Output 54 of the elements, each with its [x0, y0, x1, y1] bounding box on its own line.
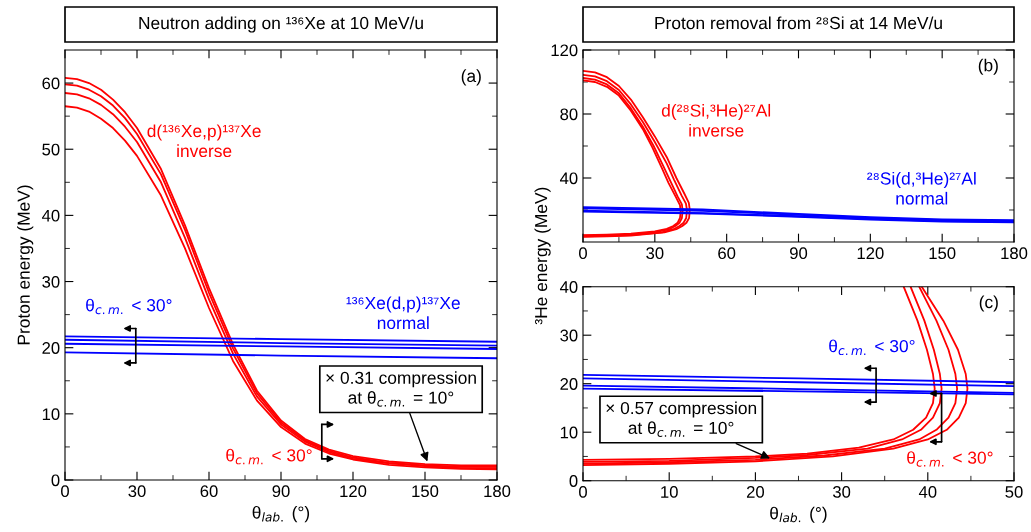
y-tick-label: 10 [42, 408, 60, 421]
x-tick-label: 0 [579, 486, 587, 498]
y-tick-label: 80 [560, 108, 578, 121]
x-axis-title: θ$_{lab.}$ (°) [252, 505, 310, 523]
chart-title: Proton removal from ²⁸Si at 14 MeV/u [655, 16, 942, 30]
x-tick-label: 10 [661, 486, 678, 498]
x-tick-label: 30 [128, 485, 146, 498]
x-tick-label: 40 [918, 486, 937, 498]
x-tick-label: 90 [272, 485, 290, 498]
annotation: (b) [978, 58, 998, 75]
series-label: d(²⁸Si,³He)²⁷Al inverse [661, 103, 771, 137]
annotation: θ$_{c.m.}$ < 30° [829, 339, 915, 356]
y-tick-label: 10 [560, 426, 578, 439]
x-tick-label: 50 [1005, 486, 1023, 498]
x-tick-label: 120 [857, 247, 884, 260]
y-tick-label: 0 [51, 474, 60, 487]
y-tick-label: 120 [551, 44, 578, 57]
y-tick-label: 20 [560, 378, 578, 390]
y-tick-label: 0 [569, 475, 578, 487]
x-axis-title: θ$_{lab.}$ (°) [770, 506, 827, 523]
y-tick-label: 50 [42, 143, 60, 156]
y-tick-label: 40 [559, 172, 578, 185]
y-axis-title: ³He energy (MeV) [534, 187, 551, 325]
y-tick-label: 60 [42, 77, 60, 90]
x-tick-label: 20 [746, 486, 765, 498]
x-tick-label: 0 [579, 247, 587, 260]
annotation: θ$_{c.m.}$ < 30° [907, 451, 993, 467]
annotation: (c) [979, 295, 998, 312]
x-tick-label: 150 [412, 485, 439, 498]
y-tick-label: 30 [42, 275, 60, 288]
x-tick-label: 90 [790, 247, 808, 260]
x-tick-label: 150 [929, 247, 956, 260]
x-tick-label: 60 [200, 485, 218, 498]
series-label: ²⁸Si(d,³He)²⁷Al normal [867, 171, 976, 205]
chart-title: Neutron adding on ¹³⁶Xe at 10 MeV/u [139, 16, 423, 33]
x-tick-label: 0 [61, 485, 69, 498]
annotation: θ$_{c.m.}$ < 30° [226, 448, 312, 465]
annotation: × 0.57 compression at θ$_{c.m.}$ = 10° [606, 401, 757, 437]
y-tick-label: 30 [560, 329, 578, 342]
x-tick-label: 30 [832, 486, 851, 498]
annotation: (a) [461, 69, 481, 86]
annotation: θ$_{c.m.}$ < 30° [86, 298, 172, 315]
series-label: d(¹³⁶Xe,p)¹³⁷Xe inverse [147, 124, 261, 158]
series-label: ¹³⁶Xe(d,p)¹³⁷Xe normal [346, 296, 460, 330]
x-tick-label: 30 [646, 247, 664, 260]
x-tick-label: 60 [718, 247, 736, 260]
x-tick-label: 180 [484, 485, 511, 498]
x-tick-label: 180 [1001, 247, 1028, 260]
annotation: × 0.31 compression at θ$_{c.m.}$ = 10° [326, 371, 476, 407]
y-tick-label: 40 [41, 209, 60, 222]
y-tick-label: 40 [559, 281, 578, 293]
x-tick-label: 120 [340, 485, 367, 498]
y-axis-title: Proton energy (MeV) [17, 185, 34, 345]
y-tick-label: 20 [42, 342, 60, 354]
